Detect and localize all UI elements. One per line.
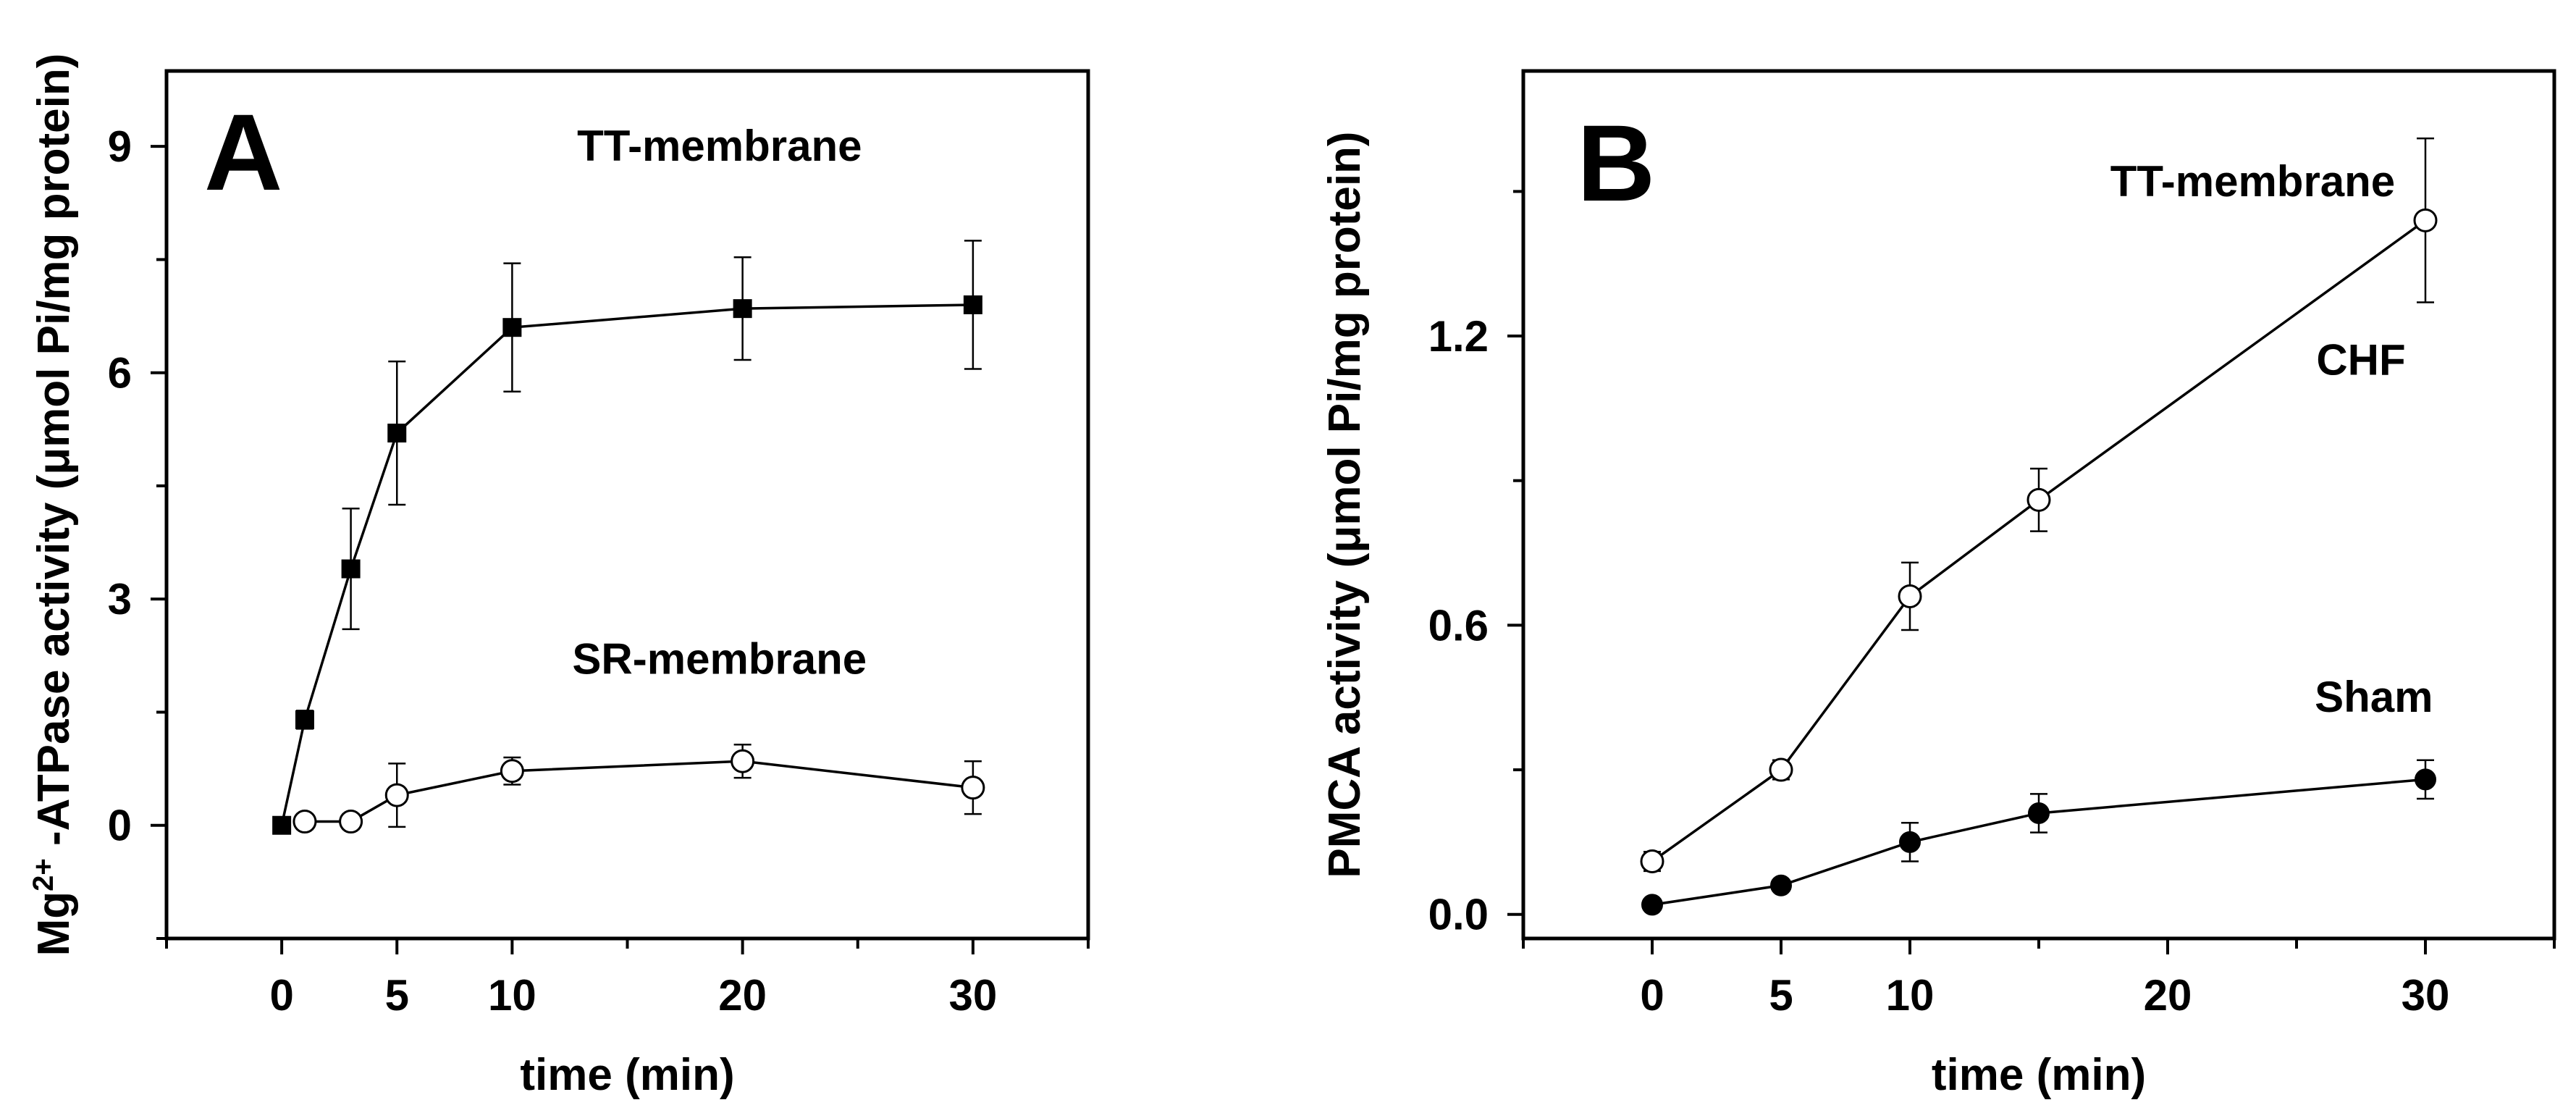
x-tick-label: 5 xyxy=(385,971,409,1020)
data-point xyxy=(500,759,524,784)
panel-a-chart: 0 5 10 20 30 0 3 6 9 time (min) Mg2+ -ATPase activ… xyxy=(28,54,1090,1100)
x-axis-title: time (min) xyxy=(520,1050,734,1100)
data-point xyxy=(1640,849,1664,874)
data-point xyxy=(2413,208,2438,232)
y-tick-label: 3 xyxy=(108,575,132,623)
panel-note: TT-membrane xyxy=(2110,157,2395,206)
y-axis-title-superscript: 2+ xyxy=(28,858,59,891)
series-label: TT-membrane xyxy=(577,122,862,170)
data-point xyxy=(961,776,985,800)
x-tick-label: 20 xyxy=(2144,971,2192,1020)
y-axis-title: Mg2+ -ATPase activity (μmol Pi/mg protei… xyxy=(28,54,79,957)
data-point xyxy=(1641,894,1663,916)
x-tick-label: 20 xyxy=(718,971,767,1020)
data-point xyxy=(963,295,982,314)
x-tick-label: 10 xyxy=(488,971,536,1020)
plot-frame xyxy=(164,69,1090,941)
data-point xyxy=(387,424,407,443)
x-tick-label: 0 xyxy=(269,971,293,1020)
series-line xyxy=(280,303,973,826)
y-axis-title: PMCA activity (μmol Pi/mg protein) xyxy=(1320,131,1370,878)
data-point xyxy=(295,710,314,729)
data-point xyxy=(1898,584,1922,608)
panel-letter: B xyxy=(1577,102,1655,224)
data-point xyxy=(731,749,755,773)
y-axis-title-prefix: Mg xyxy=(29,891,79,957)
data-point xyxy=(1899,831,1921,853)
data-point xyxy=(2026,487,2051,512)
y-tick-label: 9 xyxy=(108,122,132,171)
y-tick-label: 0.0 xyxy=(1428,891,1489,939)
y-tick-label: 0 xyxy=(108,802,132,850)
x-tick-label: 30 xyxy=(949,971,998,1020)
y-tick-label: 1.2 xyxy=(1428,312,1489,361)
panel-letter: A xyxy=(204,91,282,213)
y-tick-label: 6 xyxy=(108,349,132,398)
panel-b-chart: 0 5 10 20 30 0.0 0.6 1.2 time (min) PMCA activity… xyxy=(1320,69,2556,1100)
series-label: CHF xyxy=(2316,335,2405,384)
y-tick-label: 0.6 xyxy=(1428,601,1489,650)
data-point xyxy=(341,559,361,579)
x-tick-label: 0 xyxy=(1640,971,1664,1020)
y-axis-title-rest: -ATPase activity (μmol Pi/mg protein) xyxy=(29,54,79,859)
data-point xyxy=(384,783,409,807)
data-point xyxy=(1769,757,1793,782)
data-point xyxy=(502,318,522,337)
data-point xyxy=(292,810,317,834)
data-point xyxy=(2415,768,2436,791)
x-axis-title: time (min) xyxy=(1932,1050,2146,1100)
data-point xyxy=(2028,802,2050,824)
series-label: Sham xyxy=(2315,673,2433,721)
x-tick-label: 5 xyxy=(1769,971,1793,1020)
data-point xyxy=(733,299,752,319)
series-line xyxy=(1651,219,2427,862)
x-tick-label: 10 xyxy=(1886,971,1935,1020)
series-label: SR-membrane xyxy=(572,635,867,684)
data-point xyxy=(272,815,292,835)
data-point xyxy=(339,810,363,834)
x-tick-label: 30 xyxy=(2402,971,2450,1020)
data-point xyxy=(1770,874,1792,896)
